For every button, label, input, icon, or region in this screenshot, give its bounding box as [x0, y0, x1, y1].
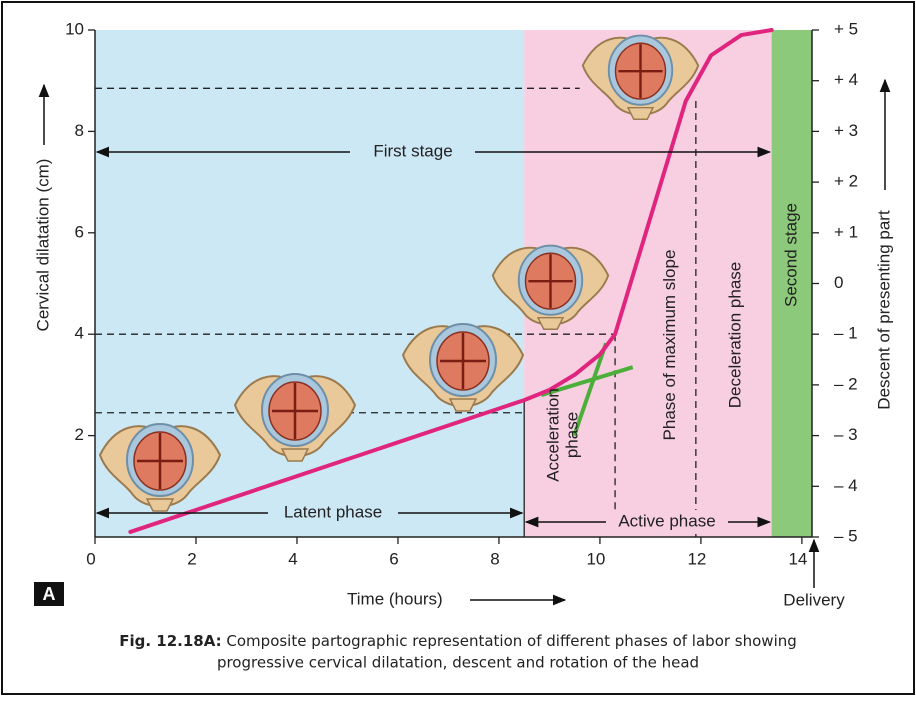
y2-tick-label: – 2: [834, 374, 858, 393]
tangent-line: [572, 342, 608, 437]
panel-label: A: [43, 584, 56, 604]
y-tick-label: 4: [75, 324, 84, 343]
y2-tick-label: + 4: [834, 70, 858, 89]
y-tick-label: 6: [75, 222, 84, 241]
annotation: Phase of maximum slope: [660, 250, 679, 441]
y2-tick-label: – 1: [834, 324, 858, 343]
annotation-line: Acceleration: [544, 388, 563, 482]
x-tick-label: 8: [490, 549, 499, 568]
x-tick-label: 10: [586, 549, 605, 568]
plot: 0 2 4 6 8 10 12 14 2 4 6 8 10 + 5 + 4 + 3 + 2 + 1 0 – 1 – 2 –…: [65, 19, 858, 609]
annotation: Delivery: [783, 590, 845, 609]
y2-tick-label: + 1: [834, 222, 858, 241]
x-axis-label: Time (hours): [347, 589, 443, 608]
annotation: Deceleration phase: [726, 262, 745, 408]
caption-line: Fig. 12.18A: Composite partographic repr…: [119, 632, 797, 650]
x-tick-label: 4: [288, 549, 297, 568]
y2-axis-label: Descent of presenting part: [874, 210, 893, 410]
label-bg: [350, 140, 475, 164]
annotation: Second stage: [781, 203, 800, 307]
y-tick-label: 8: [75, 121, 84, 140]
y2-tick-label: + 5: [834, 19, 858, 38]
x-tick-label: 12: [687, 549, 706, 568]
caption-label: Fig. 12.18A:: [119, 632, 221, 650]
tangent-line: [540, 365, 634, 397]
caption-text: Composite partographic representation of…: [226, 632, 796, 650]
caption-line: progressive cervical dilatation, descent…: [217, 654, 699, 672]
y-tick-label: 10: [65, 19, 84, 38]
x-tick-label: 2: [187, 549, 196, 568]
label-bg: [268, 501, 398, 525]
annotation: First stage: [373, 141, 452, 160]
x-tick-label: 14: [788, 549, 807, 568]
y2-tick-label: – 3: [834, 425, 858, 444]
y2-tick-label: 0: [834, 273, 843, 292]
annotation: Latent phase: [284, 502, 382, 521]
y2-tick-label: – 5: [834, 526, 858, 545]
x-tick-label: 0: [86, 549, 95, 568]
y2-tick-label: + 3: [834, 121, 858, 140]
dilatation-curve: [128, 28, 774, 534]
panel-box: [34, 582, 64, 606]
annotation-line: phase: [563, 412, 582, 458]
y-axis-label: Cervical dilatation (cm): [33, 159, 52, 332]
y-tick-label: 2: [75, 425, 84, 444]
x-tick-label: 6: [389, 549, 398, 568]
y2-tick-label: + 2: [834, 172, 858, 191]
annotation: Accelerationphase: [544, 388, 582, 482]
phase-region: [771, 30, 812, 537]
y2-tick-label: – 4: [834, 476, 858, 495]
label-bg: [606, 510, 728, 534]
annotation: Active phase: [618, 511, 715, 530]
